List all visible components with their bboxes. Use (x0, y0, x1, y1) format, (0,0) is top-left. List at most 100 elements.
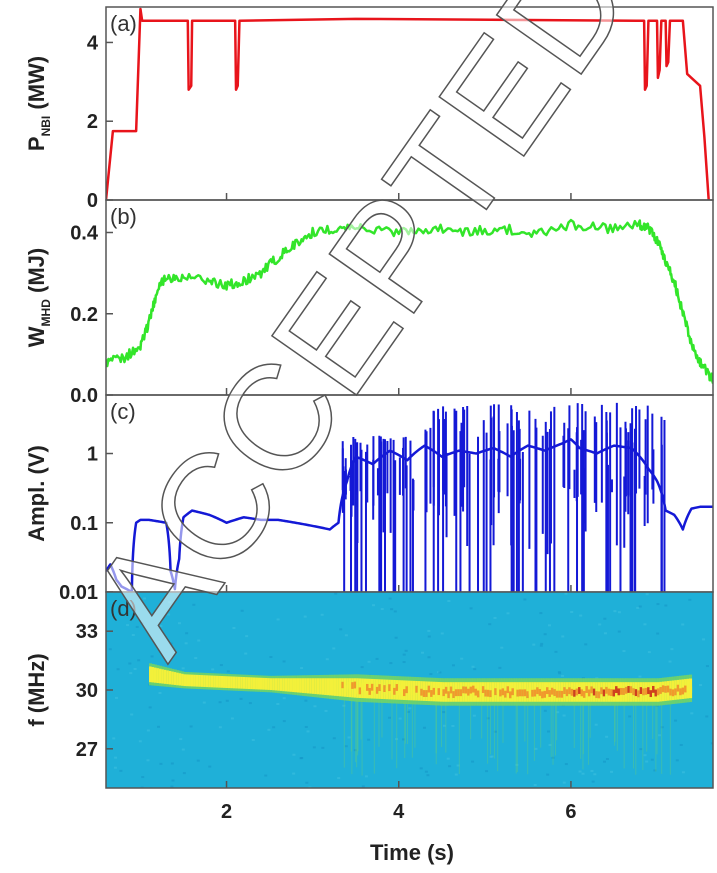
heatmap-noise (390, 608, 394, 611)
heatmap-band-core (585, 686, 589, 693)
heatmap-noise (473, 668, 477, 671)
heatmap-band (193, 674, 197, 687)
heatmap-band-core (654, 689, 658, 697)
heatmap-noise (312, 746, 316, 749)
heatmap-noise (387, 716, 391, 719)
y-tick-label: 0.0 (70, 385, 98, 407)
heatmap-noise (593, 773, 597, 776)
heatmap-band-core (469, 686, 473, 694)
heatmap-noise (442, 724, 446, 727)
heatmap-noise (282, 697, 286, 700)
heatmap-band-core (366, 683, 370, 691)
heatmap-noise (617, 611, 621, 614)
heatmap-noise (561, 635, 565, 638)
heatmap-band (255, 677, 259, 690)
series-line (106, 7, 710, 200)
heatmap-noise (643, 623, 647, 626)
heatmap-band (232, 676, 236, 689)
heatmap-noise (679, 743, 683, 746)
heatmap-noise (133, 667, 137, 670)
heatmap-band-core (474, 688, 478, 696)
heatmap-noise (515, 763, 519, 766)
heatmap-noise (208, 765, 212, 768)
heatmap-noise (269, 656, 273, 659)
heatmap-noise (320, 613, 324, 616)
heatmap-band-core (484, 689, 488, 697)
heatmap-band-core (403, 689, 407, 697)
heatmap-noise (594, 723, 598, 726)
heatmap-band (153, 667, 158, 683)
heatmap-noise (498, 666, 502, 669)
heatmap-noise (557, 671, 561, 674)
heatmap-band-core (686, 684, 690, 692)
heatmap-band-core (516, 689, 520, 697)
heatmap-noise (230, 717, 234, 720)
heatmap-noise (245, 635, 249, 638)
heatmap-band (181, 673, 185, 686)
panel-c: 0.01 0.1 1 (c) Ampl. (V) (24, 394, 714, 604)
heatmap-band (198, 674, 202, 687)
heatmap-band-core (600, 687, 604, 695)
heatmap-band-core (476, 690, 481, 698)
heatmap-band (301, 678, 305, 693)
heatmap-band-core (679, 688, 683, 696)
heatmap-noise (342, 704, 346, 707)
x-tick-label: 4 (393, 801, 405, 823)
heatmap-noise (591, 780, 595, 783)
heatmap-noise (138, 740, 142, 743)
heatmap-noise (194, 657, 198, 660)
heatmap-noise (402, 661, 406, 664)
heatmap-band-core (501, 688, 505, 696)
heatmap-noise (668, 660, 672, 663)
heatmap-noise (168, 601, 172, 604)
heatmap-band-core (642, 688, 646, 696)
heatmap-noise (561, 674, 565, 677)
heatmap-noise (135, 625, 139, 628)
heatmap-band (195, 674, 199, 687)
heatmap-noise (361, 785, 365, 788)
heatmap-noise (402, 653, 406, 656)
heatmap-band-core (597, 691, 601, 699)
heatmap-noise (469, 607, 473, 610)
heatmap-noise (674, 719, 678, 722)
heatmap-noise (276, 618, 280, 621)
heatmap-noise (157, 725, 161, 728)
heatmap-band-core (459, 689, 463, 697)
heatmap-band-core (491, 691, 495, 699)
heatmap-noise (610, 770, 614, 773)
heatmap-noise (264, 774, 268, 777)
heatmap-noise (429, 673, 433, 676)
heatmap-band-core (370, 683, 375, 691)
heatmap-band-core (356, 687, 360, 695)
heatmap-band-core (479, 686, 483, 694)
heatmap-band-core (420, 688, 424, 696)
heatmap-noise (167, 613, 171, 616)
heatmap-band (158, 668, 162, 684)
heatmap-noise (562, 781, 566, 784)
heatmap-noise (681, 623, 685, 626)
y-tick-label: 2 (87, 111, 98, 133)
heatmap-noise (347, 736, 351, 739)
series-group (106, 7, 710, 200)
heatmap-noise (675, 759, 679, 762)
heatmap-band-core (417, 687, 421, 694)
heatmap-band (314, 678, 318, 695)
heatmap-noise (422, 726, 426, 729)
heatmap-band-core (649, 690, 653, 698)
heatmap-band-core (634, 689, 638, 697)
y-tick-label: 0.1 (70, 513, 98, 535)
heatmap-noise (489, 755, 493, 758)
heatmap-noise (551, 756, 555, 759)
heatmap-noise (427, 635, 431, 638)
heatmap-band (223, 676, 227, 688)
heatmap-noise (303, 615, 307, 618)
heatmap-band-core (656, 688, 661, 696)
panel-label: (d) (110, 596, 137, 621)
heatmap-noise (581, 677, 585, 680)
heatmap-noise (451, 664, 455, 667)
heatmap-band-core (467, 688, 471, 696)
heatmap-noise (562, 714, 566, 717)
heatmap-band (235, 676, 239, 689)
heatmap-band (274, 678, 278, 691)
heatmap-band-core (570, 688, 574, 696)
